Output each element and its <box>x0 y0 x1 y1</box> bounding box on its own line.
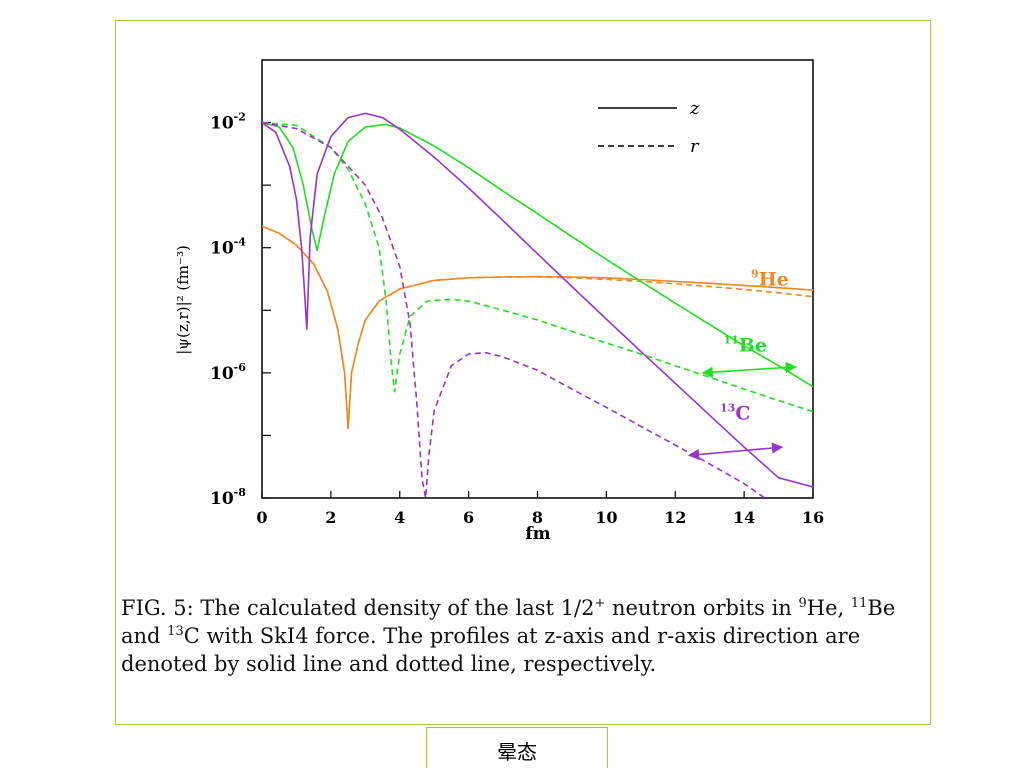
y-tick-base: 10 <box>210 489 234 509</box>
series-Be-solid <box>262 121 813 388</box>
plot-area <box>261 59 814 499</box>
x-tick-label: 0 <box>256 508 267 527</box>
x-tick-label: 12 <box>664 508 686 527</box>
annotations: 9He 11Be 13C <box>687 267 797 461</box>
bottom-label: 晕态 <box>497 740 537 764</box>
series-C-solid <box>262 112 813 488</box>
x-tick-label: 4 <box>394 508 405 527</box>
arrow-Be <box>701 361 797 378</box>
figure-caption: FIG. 5: The calculated density of the la… <box>121 594 926 678</box>
y-tick-exponent: -2 <box>234 111 246 124</box>
y-tick-base: 10 <box>210 114 234 134</box>
series-C-dashed <box>262 121 766 498</box>
y-tick-base: 10 <box>210 364 234 384</box>
legend-label-r: r <box>690 136 700 157</box>
annotation-element: He <box>759 268 789 290</box>
series-He-solid <box>262 225 813 430</box>
annotation-mass: 9 <box>751 267 759 280</box>
x-tick-label: 2 <box>325 508 336 527</box>
caption-sup-plus: + <box>594 596 606 611</box>
y-tick-label: 10-6 <box>210 361 246 384</box>
x-tick-label: 16 <box>802 508 824 527</box>
caption-he-mass: 9 <box>798 596 807 611</box>
arrow-C <box>687 442 784 461</box>
y-tick-base: 10 <box>210 239 234 259</box>
y-tick-exponent: -4 <box>234 236 247 249</box>
annotation-C: 13C <box>720 401 750 424</box>
x-tick-label: 6 <box>463 508 474 527</box>
annotation-element: Be <box>739 334 767 356</box>
x-tick-label: 10 <box>595 508 617 527</box>
y-tick-exponent: -6 <box>234 361 247 374</box>
series-Be-dashed <box>262 121 813 413</box>
caption-be-mass: 11 <box>850 596 868 611</box>
y-tick-label: 10-4 <box>210 236 246 259</box>
annotation-element: C <box>735 402 750 424</box>
x-axis-label: fm <box>525 524 550 544</box>
series-curves <box>262 112 813 498</box>
x-tick-label: 8 <box>532 508 543 527</box>
annotation-He: 9He <box>751 267 789 290</box>
caption-c: C with SkI4 force. The profiles at z-axi… <box>121 624 861 676</box>
x-tick-label: 14 <box>733 508 755 527</box>
bottom-label-box: 晕态 <box>426 727 608 768</box>
legend: zr <box>598 98 700 157</box>
series-He-dashed <box>262 225 813 430</box>
caption-mid: neutron orbits in <box>605 596 799 620</box>
y-axis-label: |ψ(z,r)|² (fm⁻³) <box>174 245 192 355</box>
caption-be: Be and <box>121 596 896 648</box>
annotation-mass: 13 <box>720 401 735 414</box>
caption-prefix: FIG. 5: The calculated density of the la… <box>121 596 595 620</box>
y-tick-label: 10-2 <box>210 111 246 134</box>
caption-c-mass: 13 <box>167 624 184 639</box>
y-tick-exponent: -8 <box>234 486 247 499</box>
annotation-Be: 11Be <box>723 333 766 356</box>
y-tick-label: 10-8 <box>210 486 246 509</box>
caption-he: He, <box>806 596 851 620</box>
legend-label-z: z <box>689 98 700 119</box>
annotation-mass: 11 <box>723 333 738 346</box>
